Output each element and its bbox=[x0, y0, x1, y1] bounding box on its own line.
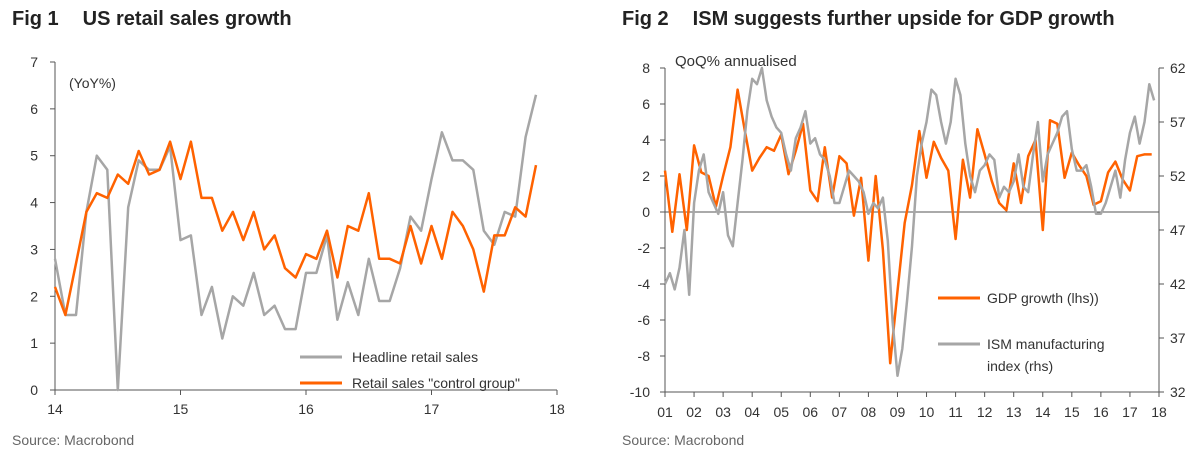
gdp-growth-line bbox=[663, 88, 1152, 365]
left-y-tick-label: 2 bbox=[642, 168, 650, 184]
left-y-tick-label: -2 bbox=[638, 240, 651, 256]
y-tick-label: 1 bbox=[30, 335, 38, 351]
left-y-tick-label: -10 bbox=[630, 384, 650, 400]
x-tick-label: 14 bbox=[1035, 404, 1051, 420]
right-y-tick-label: 57 bbox=[1170, 114, 1186, 130]
x-tick-label: 08 bbox=[861, 404, 877, 420]
fig1-title-text: US retail sales growth bbox=[82, 8, 292, 30]
x-tick-label: 05 bbox=[773, 404, 789, 420]
right-y-tick-label: 32 bbox=[1170, 384, 1186, 400]
x-tick-label: 17 bbox=[424, 401, 440, 417]
fig2-title-text: ISM suggests further upside for GDP grow… bbox=[692, 8, 1115, 30]
fig2-title: Fig 2 ISM suggests further upside for GDP… bbox=[622, 8, 1115, 31]
left-y-tick-label: 6 bbox=[642, 96, 650, 112]
x-tick-label: 07 bbox=[832, 404, 848, 420]
x-tick-label: 17 bbox=[1122, 404, 1138, 420]
x-tick-label: 01 bbox=[657, 404, 673, 420]
legend-label: Headline retail sales bbox=[352, 349, 478, 365]
x-tick-label: 14 bbox=[47, 401, 63, 417]
left-y-tick-label: -4 bbox=[638, 276, 651, 292]
x-tick-label: 15 bbox=[173, 401, 189, 417]
x-tick-label: 09 bbox=[890, 404, 906, 420]
x-tick-label: 16 bbox=[298, 401, 314, 417]
x-tick-label: 03 bbox=[715, 404, 731, 420]
y-unit-label: (YoY%) bbox=[69, 75, 116, 91]
fig2-number: Fig 2 bbox=[622, 8, 669, 30]
x-tick-label: 12 bbox=[977, 404, 993, 420]
x-tick-label: 06 bbox=[803, 404, 819, 420]
legend-label: Retail sales "control group" bbox=[352, 375, 520, 391]
left-y-tick-label: -6 bbox=[638, 312, 651, 328]
y-tick-label: 3 bbox=[30, 241, 38, 257]
legend-label: ISM manufacturing bbox=[987, 336, 1105, 352]
y-unit-label: QoQ% annualised bbox=[675, 53, 797, 70]
right-y-tick-label: 62 bbox=[1170, 60, 1186, 76]
headline-retail-sales-line bbox=[53, 94, 538, 392]
fig1-source: Source: Macrobond bbox=[12, 432, 135, 448]
x-tick-label: 10 bbox=[919, 404, 935, 420]
fig2-source: Source: Macrobond bbox=[622, 432, 745, 448]
x-tick-label: 18 bbox=[549, 401, 565, 417]
right-y-tick-label: 37 bbox=[1170, 330, 1186, 346]
y-tick-label: 0 bbox=[30, 382, 38, 398]
fig1-number: Fig 1 bbox=[12, 8, 59, 30]
legend-label: GDP growth (lhs)) bbox=[987, 290, 1099, 306]
x-tick-label: 16 bbox=[1093, 404, 1109, 420]
left-y-tick-label: -8 bbox=[638, 348, 651, 364]
x-tick-label: 02 bbox=[686, 404, 702, 420]
x-tick-label: 13 bbox=[1006, 404, 1022, 420]
x-tick-label: 18 bbox=[1151, 404, 1167, 420]
y-tick-label: 7 bbox=[30, 54, 38, 70]
x-tick-label: 04 bbox=[744, 404, 760, 420]
y-tick-label: 6 bbox=[30, 101, 38, 117]
right-y-tick-label: 52 bbox=[1170, 168, 1186, 184]
fig1-title: Fig 1 US retail sales growth bbox=[12, 8, 292, 31]
left-y-tick-label: 8 bbox=[642, 60, 650, 76]
right-y-tick-label: 47 bbox=[1170, 222, 1186, 238]
right-y-tick-label: 42 bbox=[1170, 276, 1186, 292]
x-tick-label: 11 bbox=[948, 404, 963, 420]
left-y-tick-label: 0 bbox=[642, 204, 650, 220]
left-y-tick-label: 4 bbox=[642, 132, 650, 148]
x-tick-label: 15 bbox=[1064, 404, 1080, 420]
control-group-line bbox=[53, 140, 538, 317]
y-tick-label: 4 bbox=[30, 195, 38, 211]
ism-manufacturing-line bbox=[663, 66, 1156, 378]
legend-label: index (rhs) bbox=[987, 358, 1053, 374]
retail-sales-chart: 0 1 2 3 4 5 6 7 14 15 16 17 18 (YoY%) Headline retail … bbox=[30, 54, 565, 417]
y-tick-label: 2 bbox=[30, 288, 38, 304]
y-tick-label: 5 bbox=[30, 148, 38, 164]
